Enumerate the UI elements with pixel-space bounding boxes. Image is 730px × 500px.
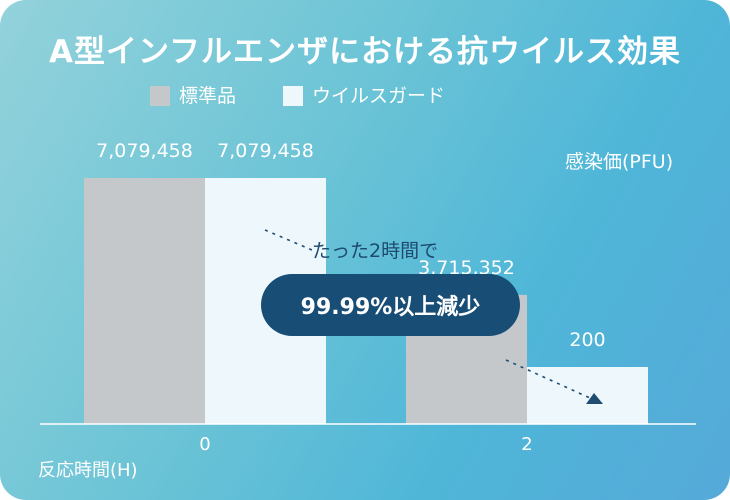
y-axis-unit-label: 感染価(PFU) xyxy=(565,151,674,173)
legend-label-virus-guard: ウイルスガード xyxy=(312,85,446,107)
annotation-note: たった2時間で xyxy=(312,240,439,262)
bar-virus-guard-2h xyxy=(527,367,648,424)
x-tick-0: 0 xyxy=(199,434,210,455)
annotation-arrow-upper xyxy=(264,229,313,251)
data-label-virus-guard-0h: 7,079,458 xyxy=(217,140,314,162)
x-tick-2: 2 xyxy=(521,434,532,455)
bar-standard-0h xyxy=(84,178,205,424)
chart-title: A型インフルエンザにおける抗ウイルス効果 xyxy=(48,34,682,70)
x-axis-label: 反応時間(H) xyxy=(38,460,138,481)
arrowhead-icon xyxy=(586,393,603,404)
reduction-callout: 99.99%以上減少 xyxy=(261,274,520,336)
legend-label-standard: 標準品 xyxy=(179,85,237,107)
legend-swatch-virus-guard xyxy=(283,86,303,106)
data-label-standard-2h: 3,715,352 xyxy=(418,257,515,279)
data-label-virus-guard-2h: 200 xyxy=(569,329,605,351)
legend-swatch-standard xyxy=(150,86,170,106)
data-label-standard-0h: 7,079,458 xyxy=(96,140,193,162)
